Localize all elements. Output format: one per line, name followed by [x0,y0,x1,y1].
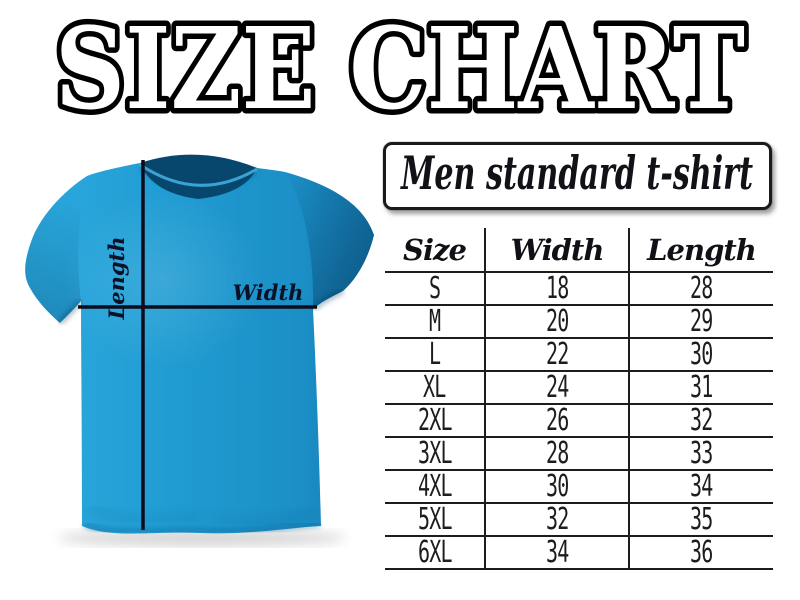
cell-value: 5XL [417,502,453,537]
cell-value: 34 [545,535,569,570]
chest-highlight [62,190,262,370]
size-cell: L [385,337,485,372]
column-header-length: Length [628,228,773,273]
cell-value: XL [423,370,446,405]
length-axis-label: Length [104,236,129,320]
cell-value: 3XL [417,436,453,471]
size-table-body: S 18 28 M 20 29 L 22 30 XL 24 31 2XL 26 32 3XL 28 33 4XL 30… [385,271,773,570]
cell-value: 4XL [417,469,453,504]
collar-seam [138,162,258,187]
cell-value: L [428,337,441,372]
size-cell: M [385,304,485,339]
cell-value: 28 [690,271,713,306]
cell-value: 36 [690,535,713,570]
size-cell: 6XL [385,535,485,570]
table-row: 2XL 26 32 [385,403,773,438]
column-header-width: Width [484,228,629,273]
right-sleeve-shade [285,172,374,309]
width-cell: 34 [484,535,629,570]
cell-value: 30 [690,337,713,372]
table-row: XL 24 31 [385,370,773,405]
size-chart-title: SIZE CHART [50,6,751,136]
table-row: 5XL 32 35 [385,502,773,537]
length-cell: 30 [628,337,773,372]
length-cell: 32 [628,403,773,438]
size-cell: XL [385,370,485,405]
column-header-length-label: Length [647,232,757,267]
size-cell: 3XL [385,436,485,471]
width-cell: 30 [484,469,629,504]
size-cell: 2XL [385,403,485,438]
cell-value: 35 [690,502,713,537]
width-cell: 28 [484,436,629,471]
table-row: 3XL 28 33 [385,436,773,471]
cell-value: 33 [690,436,713,471]
width-cell: 22 [484,337,629,372]
banner-label: Men standard t-shirt [400,148,753,200]
size-cell: 5XL [385,502,485,537]
hem-edge-shade [82,521,321,535]
cell-value: 26 [545,403,569,438]
cell-value: 20 [545,304,569,339]
cell-value: 2XL [417,403,453,438]
cell-value: 6XL [417,535,453,570]
tshirt-illustration: Length Width [25,154,375,546]
cell-value: 29 [690,304,713,339]
width-cell: 24 [484,370,629,405]
length-cell: 36 [628,535,773,570]
length-cell: 35 [628,502,773,537]
cell-value: 22 [545,337,569,372]
page-title: SIZE CHART [55,6,745,135]
length-cell: 34 [628,469,773,504]
hem-wrinkle [88,505,201,524]
collar [140,154,257,199]
hem-wrinkle [211,507,318,526]
length-cell: 29 [628,304,773,339]
length-cell: 33 [628,436,773,471]
cell-value: 30 [545,469,569,504]
width-cell: 18 [484,271,629,306]
cell-value: 34 [690,469,713,504]
width-cell: 26 [484,403,629,438]
size-table: Size Width Length S 18 28 M 20 29 L 22 30 XL 24 31 2… [385,228,773,570]
banner-label-svg: Men standard t-shirt [400,148,753,200]
cell-value: 24 [545,370,569,405]
cell-value: 32 [545,502,569,537]
cell-value: M [428,304,441,339]
width-cell: 20 [484,304,629,339]
width-cell: 32 [484,502,629,537]
table-row: S 18 28 [385,271,773,306]
column-header-width-label: Width [510,232,605,267]
length-cell: 28 [628,271,773,306]
table-header-row: Size Width Length [385,228,773,273]
table-row: 4XL 30 34 [385,469,773,504]
size-cell: 4XL [385,469,485,504]
cell-value: S [428,271,441,306]
column-header-size-label: Size [403,232,467,267]
column-header-size: Size [385,228,485,273]
table-row: 6XL 34 36 [385,535,773,570]
product-banner: Men standard t-shirt [383,142,772,210]
table-row: M 20 29 [385,304,773,339]
cell-value: 32 [690,403,713,438]
length-cell: 31 [628,370,773,405]
table-row: L 22 30 [385,337,773,372]
size-cell: S [385,271,485,306]
width-axis-label: Width [233,280,304,305]
cell-value: 28 [545,436,569,471]
cell-value: 18 [545,271,569,306]
cell-value: 31 [690,370,713,405]
